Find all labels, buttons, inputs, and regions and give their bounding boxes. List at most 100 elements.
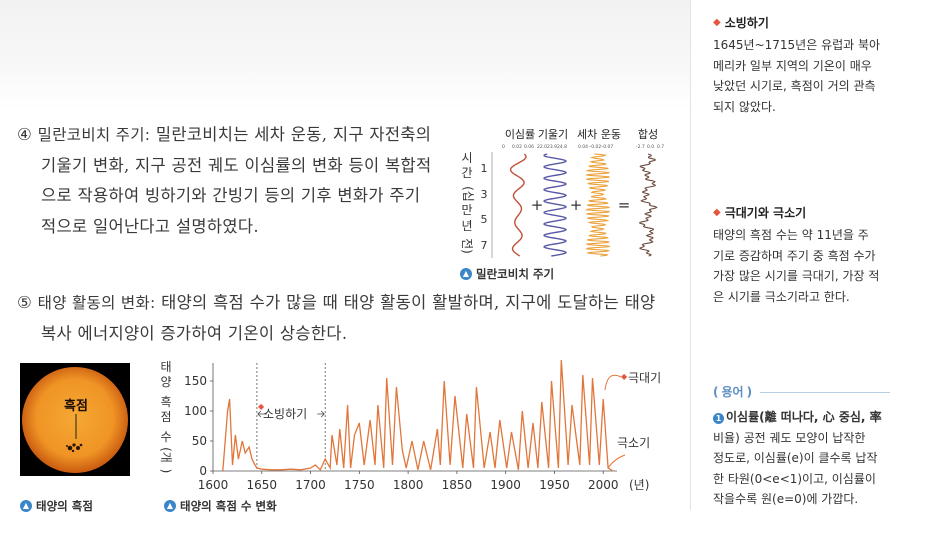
ss-ytick-label: 0 xyxy=(199,464,207,478)
glossary-line: 정도로, 이심률(e)이 클수록 납작 xyxy=(713,451,878,465)
sidebar-text-max-min: 태양의 흑점 수는 약 11년을 주 기로 증감하며 주기 중 흑점 수가 가장… xyxy=(713,225,901,307)
sun-caption-text: 태양의 흑점 xyxy=(36,499,93,513)
sun-disk-graphic: 흑점 xyxy=(22,367,128,473)
glossary-title: ( 용어 ) xyxy=(713,383,752,400)
mk-c1-t0: 0 xyxy=(502,144,505,150)
para5-text-1: 태양의 흑점 수가 많을 때 태양 활동이 활발하며, 지구에 도달하는 태양 xyxy=(161,293,656,312)
para4-line-1: ④ 밀란코비치 주기: 밀란코비치는 세차 운동, 지구 자전축의 xyxy=(17,120,447,151)
ss-min-arrow xyxy=(607,454,626,469)
milankovitch-figure: 이심률 기울기 세차 운동 합성 0 0.02 0.06 22.0 23.9 2… xyxy=(460,128,664,258)
milankovitch-caption: ▲ 밀란코비치 주기 xyxy=(460,266,554,282)
mk-composite-curve xyxy=(638,153,658,257)
paragraph-milankovitch: ④ 밀란코비치 주기: 밀란코비치는 세차 운동, 지구 자전축의 기울기 변화… xyxy=(17,120,447,242)
para4-title: 밀란코비치 주기: xyxy=(37,126,151,144)
sunspot-label: 흑점 xyxy=(64,398,88,414)
ss-max-diamond-icon: ◆ xyxy=(621,372,628,381)
mk-ylabel-5: 전) xyxy=(460,238,474,254)
ss-min-label: 극소기 xyxy=(617,436,650,450)
mk-c3-t1: –0.02 xyxy=(589,144,601,150)
ss-minimum-label: 소빙하기 xyxy=(263,407,307,421)
ss-xtick-label: 1650 xyxy=(247,478,278,492)
para4-line-3: 으로 작용하여 빙하기와 간빙기 등의 기후 변화가 주기 xyxy=(41,186,421,205)
sun-photo: 흑점 xyxy=(20,363,130,476)
milankovitch-caption-text: 밀란코비치 주기 xyxy=(476,267,555,281)
sidebar-line: 되지 않았다. xyxy=(713,99,776,114)
ss-xtick-label: 1750 xyxy=(344,478,375,492)
glossary-term: 이심률(離 떠나다, 心 중심, 率 xyxy=(726,410,882,424)
mk-ytick-3: 3 xyxy=(481,188,488,201)
glossary-rule xyxy=(760,392,890,393)
sidebar-heading-max-min: ◆ 극대기와 극소기 xyxy=(713,204,806,221)
ss-diamond-icon: ◆ xyxy=(258,402,265,411)
column-divider xyxy=(690,0,691,510)
mk-c1-t1: 0.02 xyxy=(512,144,522,150)
ss-xtick-label: 1850 xyxy=(442,478,473,492)
mk-ytick-1: 1 xyxy=(481,162,488,175)
ss-minimum-arrow-right xyxy=(317,410,325,418)
mk-plus-1: + xyxy=(531,196,544,214)
mk-ylabel-1: 간 xyxy=(461,166,472,180)
mk-title-tilt: 기울기 xyxy=(538,128,568,141)
sidebar-line: 메리카 일부 지역의 기온이 매우 xyxy=(713,58,872,73)
caption-arrow-icon: ▲ xyxy=(164,500,176,512)
mk-c4-t0: -2.7 xyxy=(636,144,645,150)
ss-xunit: (년) xyxy=(629,478,649,492)
caption-arrow-icon: ▲ xyxy=(460,268,472,280)
mk-ylabel-3: 만 xyxy=(461,203,472,217)
ss-xtick-label: 1900 xyxy=(490,478,521,492)
sidebar-heading-little-ice-age: ◆ 소빙하기 xyxy=(713,14,769,31)
glossary-number-badge: 1 xyxy=(713,413,724,424)
paragraph-solar-activity: ⑤ 태양 활동의 변화: 태양의 흑점 수가 많을 때 태양 활동이 활발하며,… xyxy=(17,288,687,349)
caption-arrow-icon: ▲ xyxy=(20,500,32,512)
ss-xtick-label: 1600 xyxy=(198,478,229,492)
ss-xtick-label: 1950 xyxy=(539,478,570,492)
mk-c2-t2: 24.8 xyxy=(557,144,567,150)
sunspot-cluster xyxy=(66,443,83,453)
sidebar-line: 기로 증감하며 주기 중 흑점 수가 xyxy=(713,248,876,263)
ss-ylabel-6: ) xyxy=(159,469,173,474)
mk-title-composite: 합성 xyxy=(638,128,658,141)
sidebar-line: 낮았던 시기로, 흑점이 거의 관측 xyxy=(713,79,876,93)
sun-disk xyxy=(22,367,128,473)
diamond-icon: ◆ xyxy=(713,207,721,218)
glossary-bracket-left: ( xyxy=(713,384,719,399)
mk-ylabel-0: 시 xyxy=(461,151,472,165)
ss-ylabel-5: (개 xyxy=(159,447,173,463)
ss-ylabel-1: 양 xyxy=(160,375,171,389)
mk-title-precession: 세차 운동 xyxy=(577,128,621,141)
ss-xtick-label: 1800 xyxy=(393,478,424,492)
para5-number: ⑤ xyxy=(17,293,33,312)
para5-title: 태양 활동의 변화: xyxy=(37,294,156,312)
mk-c2-t1: 23.9 xyxy=(547,144,557,150)
ss-max-arrow xyxy=(604,374,622,391)
ss-ylabel-4: 수 xyxy=(160,430,171,444)
sun-caption: ▲ 태양의 흑점 xyxy=(20,498,93,514)
para5-line-2: 복사 에너지양이 증가하여 기온이 상승한다. xyxy=(41,323,348,343)
glossary-line: 한 타원(0<e<1)이고, 이심률이 xyxy=(713,471,876,486)
sunspot-chart: 태 양 흑 점 수 (개 ) 0 50 100 150 1600 1650 1700 175… xyxy=(159,359,661,492)
sidebar-line: 가장 많은 시기를 극대기, 가장 적 xyxy=(713,269,880,283)
mk-eccentricity-curve xyxy=(509,153,527,257)
sidebar-line: 태양의 흑점 수는 약 11년을 주 xyxy=(713,228,869,242)
ss-minimum-arrow-left xyxy=(257,410,267,418)
ss-ytick-label: 50 xyxy=(192,434,207,448)
ss-xtick-label: 2000 xyxy=(588,478,619,492)
sidebar-text-little-ice-age: 1645년~1715년은 유럽과 북아 메리카 일부 지역의 기온이 매우 낮았… xyxy=(713,35,901,117)
mk-ytick-5: 5 xyxy=(481,213,488,226)
glossary-bracket-right: ) xyxy=(746,384,753,399)
para4-text-1: 밀란코비치는 세차 운동, 지구 자전축의 xyxy=(155,125,432,144)
glossary-title-text: 용어 xyxy=(721,385,744,399)
mk-equals: = xyxy=(618,196,631,214)
heading-text: 극대기와 극소기 xyxy=(724,206,807,220)
ss-max-label: 극대기 xyxy=(628,371,661,385)
glossary-term-line: 1 이심률(離 떠나다, 心 중심, 率 xyxy=(713,407,901,428)
ss-sunspot-line xyxy=(222,359,614,472)
mk-ylabel-2: (십 xyxy=(461,186,475,202)
mk-c4-t1: 0.0 xyxy=(647,144,654,150)
mk-c1-t2: 0.06 xyxy=(524,144,534,150)
mk-ylabel-4: 년 xyxy=(461,219,472,233)
mk-plus-2: + xyxy=(570,196,583,214)
para4-line-2: 기울기 변화, 지구 공전 궤도 이심률의 변화 등이 복합적 xyxy=(41,155,432,175)
para4-line-4: 적으로 일어난다고 설명하였다. xyxy=(41,216,259,236)
glossary-line: 비율) 공전 궤도 모양이 납작한 xyxy=(713,430,866,445)
